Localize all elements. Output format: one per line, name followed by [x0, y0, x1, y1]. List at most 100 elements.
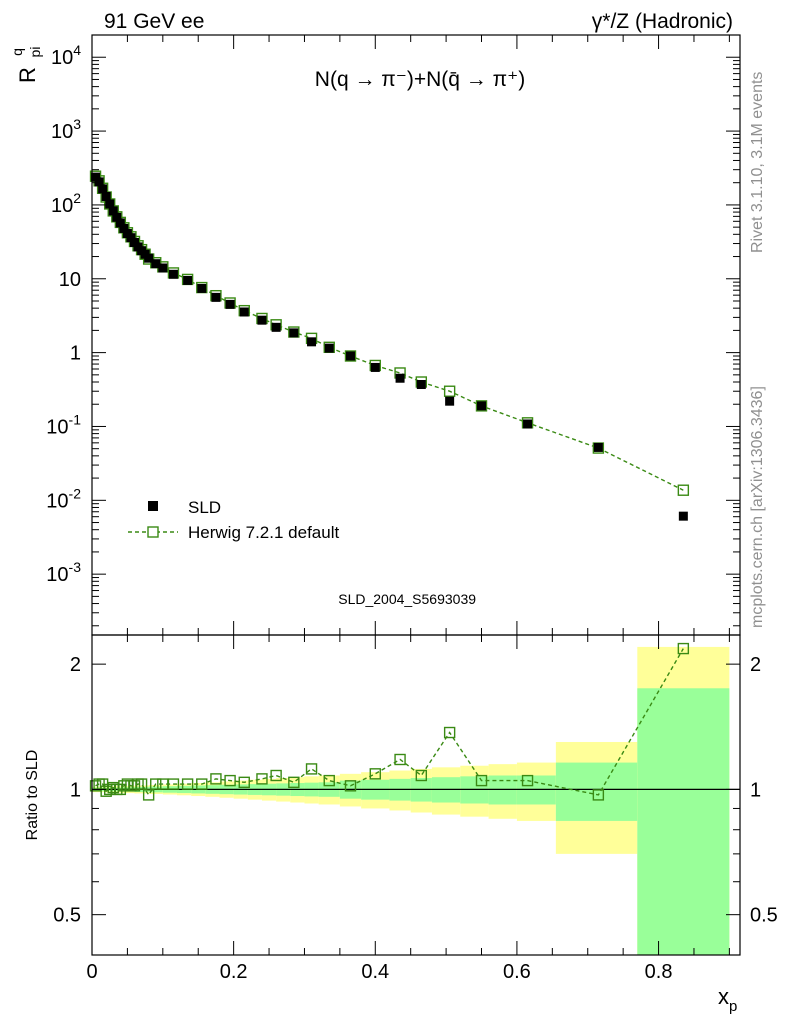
herwig-point — [443, 385, 456, 397]
ratio-point — [181, 778, 194, 790]
ratio-point — [135, 778, 148, 790]
ratio-point — [305, 763, 318, 775]
ratio-point — [475, 774, 488, 787]
sld-point — [395, 373, 405, 383]
y-tick-label: 104 — [51, 42, 81, 69]
sld-point — [98, 184, 108, 194]
ratio-point — [288, 776, 300, 789]
sld-point — [183, 275, 193, 285]
sld-point — [158, 263, 168, 273]
ratio-point — [238, 776, 250, 789]
x-axis-label: xp — [718, 984, 737, 1015]
sld-point — [108, 206, 118, 216]
main-y-label-sub: pi — [27, 47, 43, 58]
ratio-y-tick-label: 1 — [70, 779, 81, 801]
sld-point — [144, 253, 154, 263]
sld-point — [345, 351, 355, 361]
herwig-line — [94, 175, 684, 491]
ratio-point — [344, 780, 357, 792]
ratio-point — [256, 773, 268, 785]
ratio-point — [150, 778, 162, 790]
x-tick-label: 0.2 — [220, 961, 248, 983]
y-tick-label: 10-1 — [46, 411, 81, 438]
herwig-point — [344, 350, 357, 362]
ratio-y-tick-label-right: 2 — [750, 654, 761, 676]
sld-point — [271, 322, 281, 332]
ratio-series — [89, 642, 690, 801]
herwig-point — [677, 484, 690, 496]
ratio-point — [270, 769, 282, 782]
ratio-point — [443, 726, 456, 739]
x-tick-label: 0.4 — [361, 961, 389, 983]
ratio-point — [369, 768, 381, 780]
sld-point — [94, 177, 104, 187]
green-band — [637, 688, 730, 955]
ratio-point — [224, 774, 236, 787]
ratio-point — [394, 753, 406, 766]
rivet-label: Rivet 3.1.10, 3.1M events — [749, 72, 766, 253]
ratio-bands — [92, 646, 740, 955]
sld-point — [91, 172, 101, 182]
main-y-label-sup: q — [9, 48, 25, 56]
sld-point — [239, 307, 249, 317]
main-axes: N(q → π⁻)+N(q̄ → π⁺) 10-3 10-2 10-1 1 10 102 10… — [9, 34, 740, 635]
ratio-point — [323, 774, 335, 787]
legend-herwig-label: Herwig 7.2.1 default — [188, 523, 339, 542]
legend: SLD Herwig 7.2.1 default — [128, 498, 339, 542]
sld-point — [151, 259, 161, 269]
sld-point — [416, 380, 426, 390]
sld-series — [91, 172, 688, 521]
ratio-y-tick-label-right: 0.5 — [750, 905, 778, 927]
ratio-y-tick-label: 2 — [70, 654, 81, 676]
ratio-point — [415, 769, 428, 782]
sld-point — [370, 362, 380, 372]
header-left: 91 GeV ee — [104, 10, 204, 33]
ratio-point — [521, 774, 534, 787]
y-tick-label: 103 — [51, 116, 81, 143]
green-band — [555, 762, 638, 821]
sld-point — [197, 283, 207, 293]
main-watermark-layer: SLD_2004_S5693039 — [338, 591, 476, 607]
sld-point — [307, 337, 317, 347]
main-frame-rect — [91, 34, 741, 636]
x-tick-label: 0.6 — [503, 961, 531, 983]
sld-point — [523, 419, 533, 429]
ratio-point — [196, 778, 208, 790]
ratio-y-label: Ratio to SLD — [24, 750, 41, 841]
sld-point — [115, 218, 125, 228]
sld-point — [678, 511, 688, 521]
ratio-frame — [91, 634, 741, 956]
sld-point — [445, 396, 455, 406]
main-frame — [91, 34, 741, 636]
sld-point — [257, 315, 267, 325]
ratio-point — [677, 642, 690, 655]
main-title: N(q → π⁻)+N(q̄ → π⁺) — [315, 68, 525, 91]
sld-point — [119, 223, 129, 233]
x-tick-label: 0.8 — [645, 961, 673, 983]
sld-point — [477, 401, 487, 411]
ratio-frame-rect — [91, 634, 741, 956]
sld-point — [105, 199, 115, 209]
ratio-point — [167, 778, 180, 790]
y-tick-label: 10-2 — [46, 485, 81, 512]
watermark: SLD_2004_S5693039 — [338, 591, 476, 607]
sld-point — [101, 192, 111, 202]
ratio-point — [142, 789, 155, 801]
sld-point — [225, 299, 235, 309]
sld-point — [168, 269, 178, 279]
legend-sld-marker — [148, 501, 158, 511]
sld-point — [211, 292, 221, 302]
ratio-point — [128, 780, 141, 792]
sld-point — [593, 442, 603, 452]
legend-herwig-marker — [147, 526, 159, 538]
sld-point — [289, 328, 299, 338]
ratio-line — [95, 648, 684, 797]
ratio-y-tick-label: 0.5 — [53, 905, 81, 927]
y-tick-label: 10 — [59, 269, 81, 291]
main-y-label: R — [15, 67, 40, 83]
legend-sld-label: SLD — [188, 498, 221, 517]
sld-point — [324, 343, 334, 353]
ratio-point — [210, 773, 222, 785]
sld-point — [112, 212, 122, 222]
